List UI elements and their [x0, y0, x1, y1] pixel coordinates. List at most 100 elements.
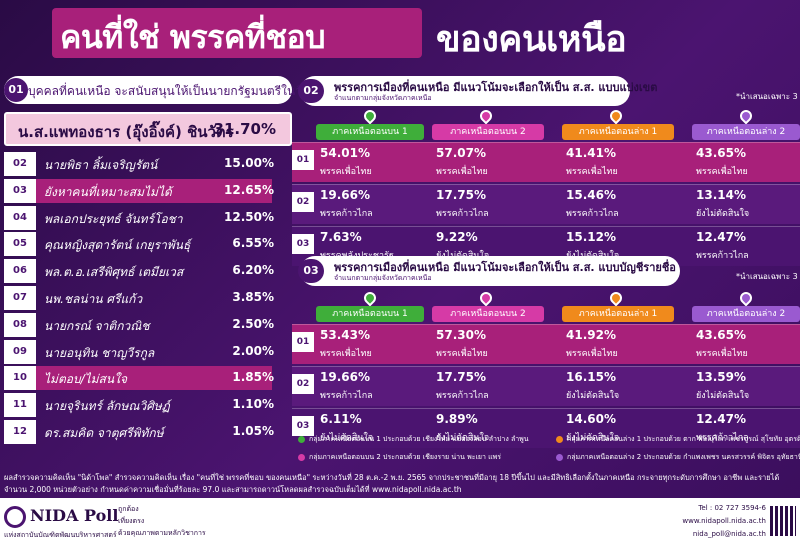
section-3-subtitle: จำแนกตามกลุ่มจังหวัดภาคเหนือ	[334, 274, 432, 282]
methodology-line-1: ผลสำรวจความคิดเห็น "นิด้าโพล" สำรวจความค…	[4, 473, 780, 482]
candidate-name: พลเอกประยุทธ์ จันทร์โอชา	[44, 211, 183, 226]
result-percent: 16.15%	[566, 370, 616, 384]
question-header: 01 บุคคลที่คนเหนือ จะสนับสนุนให้เป็นนายก…	[4, 76, 318, 104]
row-background	[292, 324, 800, 364]
result-party: พรรคเพื่อไทย	[696, 349, 748, 359]
result-cell: 43.65% พรรคเพื่อไทย	[696, 326, 800, 362]
result-party: พรรคเพื่อไทย	[566, 167, 618, 177]
legend-pin-icon	[556, 454, 563, 461]
candidate-value: 3.85%	[232, 290, 274, 304]
section-2-note: *นำเสนอเฉพาะ 3 อันดับแรก	[736, 92, 800, 101]
candidate-row: 12 ดร.สมคิด จาตุศรีพิทักษ์ 1.05%	[4, 420, 292, 444]
result-cell: 17.75% พรรคก้าวไกล	[436, 368, 556, 404]
result-row: 02 19.66% พรรคก้าวไกล 17.75% พรรคก้าวไกล 16.1…	[292, 366, 800, 406]
result-party: ยังไม่ตัดสินใจ	[320, 433, 374, 443]
section-3-number: 03	[298, 259, 324, 283]
candidate-rank: 08	[4, 312, 36, 337]
candidate-row: 06 พล.ต.อ.เสรีพิศุทธ์ เตมียเวส 6.20%	[4, 259, 292, 284]
result-party: ยังไม่ตัดสินใจ	[436, 433, 490, 443]
title-highlight-box	[52, 8, 422, 58]
top-candidate-value: 31.70%	[213, 120, 276, 138]
candidate-rank: 02	[4, 152, 36, 176]
logo-subtitle: แห่งสถาบันบัณฑิตพัฒนบริหารศาสตร์	[4, 531, 117, 539]
result-rank: 01	[292, 332, 314, 352]
result-cell: 57.07% พรรคเพื่อไทย	[436, 144, 556, 180]
section-3-header: 03 พรรคการเมืองที่คนเหนือ มีแนวโน้มจะเลื…	[298, 256, 680, 286]
result-cell: 15.46% พรรคก้าวไกล	[566, 186, 686, 222]
result-cell: 12.47% พรรคก้าวไกล	[696, 410, 800, 446]
result-party: พรรคเพื่อไทย	[566, 349, 618, 359]
result-percent: 7.63%	[320, 230, 362, 244]
title-part-1: คนที่ใช่ พรรคที่ชอบ	[60, 18, 326, 56]
row-highlight	[36, 366, 272, 391]
section-3-note: *นำเสนอเฉพาะ 3 อันดับแรก	[736, 272, 800, 281]
region-tag: ภาคเหนือตอนบน 2	[432, 306, 544, 322]
candidate-rank: 12	[4, 420, 36, 444]
result-party: ยังไม่ตัดสินใจ	[566, 391, 620, 401]
result-party: ยังไม่ตัดสินใจ	[566, 433, 620, 443]
candidate-rank: 06	[4, 259, 36, 284]
candidate-name: นายอนุทิน ชาญวีรกูล	[44, 345, 155, 360]
legend-item: กลุ่มภาคเหนือตอนล่าง 1 ประกอบด้วย ตาก พิ…	[567, 435, 800, 443]
candidate-row: 04 พลเอกประยุทธ์ จันทร์โอชา 12.50%	[4, 205, 292, 230]
result-party: ยังไม่ตัดสินใจ	[696, 209, 750, 219]
result-party: พรรคก้าวไกล	[696, 433, 749, 443]
result-percent: 13.14%	[696, 188, 746, 202]
contact-email[interactable]: nida_poll@nida.ac.th	[692, 530, 766, 538]
result-row: 01 54.01% พรรคเพื่อไทย 57.07% พรรคเพื่อไทย 41…	[292, 142, 800, 182]
result-rank: 02	[292, 192, 314, 212]
section-2-number: 02	[298, 79, 324, 103]
result-party: พรรคเพื่อไทย	[436, 167, 488, 177]
result-percent: 12.47%	[696, 230, 746, 244]
result-percent: 15.46%	[566, 188, 616, 202]
candidate-value: 6.20%	[232, 263, 274, 278]
result-cell: 9.89% ยังไม่ตัดสินใจ	[436, 410, 556, 446]
candidate-value: 12.65%	[224, 182, 274, 197]
nida-logo-icon	[4, 506, 26, 528]
candidate-row: 03 ยังหาคนที่เหมาะสมไม่ได้ 12.65%	[4, 178, 292, 203]
region-tag: ภาคเหนือตอนบน 1	[316, 306, 424, 322]
candidate-rank: 07	[4, 286, 36, 310]
candidate-name: ไม่ตอบ/ไม่สนใจ	[44, 372, 127, 387]
qr-code-icon[interactable]	[770, 506, 796, 536]
result-party: พรรคเพื่อไทย	[320, 167, 372, 177]
methodology-note: ผลสำรวจความคิดเห็น "นิด้าโพล" สำรวจความค…	[0, 472, 800, 496]
candidate-rank: 05	[4, 232, 36, 257]
result-cell: 57.30% พรรคเพื่อไทย	[436, 326, 556, 362]
slogan-line-1: ถูกต้อง	[118, 505, 139, 513]
candidate-row: 05 คุณหญิงสุดารัตน์ เกยุราพันธุ์ 6.55%	[4, 232, 292, 257]
candidate-value: 2.00%	[232, 343, 274, 358]
result-cell: 14.60% ยังไม่ตัดสินใจ	[566, 410, 686, 446]
result-cell: 19.66% พรรคก้าวไกล	[320, 186, 440, 222]
result-cell: 16.15% ยังไม่ตัดสินใจ	[566, 368, 686, 404]
region-tag: ภาคเหนือตอนล่าง 2	[692, 124, 800, 140]
result-percent: 41.41%	[566, 146, 616, 160]
candidate-name: นายจุรินทร์ ลักษณวิศิษฏ์	[44, 399, 170, 414]
contact-web[interactable]: www.nidapoll.nida.ac.th	[682, 517, 766, 525]
result-rank: 03	[292, 234, 314, 254]
candidate-value: 2.50%	[232, 316, 274, 331]
result-rank: 02	[292, 374, 314, 394]
result-percent: 17.75%	[436, 370, 486, 384]
legend-pin-icon	[298, 454, 305, 461]
row-background	[292, 408, 800, 448]
candidate-value: 1.10%	[232, 397, 274, 412]
top-candidate-name: น.ส.แพทองธาร (อุ๊งอิ๊งค์) ชินวัตร	[18, 123, 234, 141]
region-legend: กลุ่มภาคเหนือตอนบน 1 ประกอบด้วย เชียงใหม…	[294, 434, 800, 474]
candidate-value: 1.85%	[232, 370, 274, 385]
result-cell: 41.92% พรรคเพื่อไทย	[566, 326, 686, 362]
result-percent: 41.92%	[566, 328, 616, 342]
candidate-row: 02 นายพิธา ลิ้มเจริญรัตน์ 15.00%	[4, 152, 292, 176]
legend-pin-icon	[556, 436, 563, 443]
slogan-line-3: ด้วยคุณภาพตามหลักวิชาการ	[118, 529, 206, 537]
result-percent: 12.47%	[696, 412, 746, 426]
result-percent: 9.89%	[436, 412, 478, 426]
result-percent: 43.65%	[696, 146, 746, 160]
legend-pin-icon	[298, 436, 305, 443]
row-background	[292, 184, 800, 224]
result-percent: 9.22%	[436, 230, 478, 244]
row-highlight	[36, 178, 272, 203]
result-percent: 14.60%	[566, 412, 616, 426]
candidate-row: 11 นายจุรินทร์ ลักษณวิศิษฏ์ 1.10%	[4, 393, 292, 418]
result-percent: 15.12%	[566, 230, 616, 244]
